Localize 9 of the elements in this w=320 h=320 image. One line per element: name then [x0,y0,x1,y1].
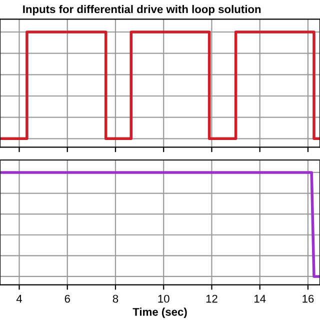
x-tick-label: 16 [302,294,314,303]
x-tick-label: 14 [254,294,266,303]
x-tick-label: 12 [206,294,218,303]
x-tick-label: 10 [158,294,170,303]
x-tick-label: 8 [112,294,118,303]
x-tick-label: 4 [16,294,22,303]
chart-title: Inputs for differential drive with loop solution [23,5,261,16]
x-axis-title: Time (sec) [132,308,187,318]
x-tick-label: 6 [64,294,70,303]
